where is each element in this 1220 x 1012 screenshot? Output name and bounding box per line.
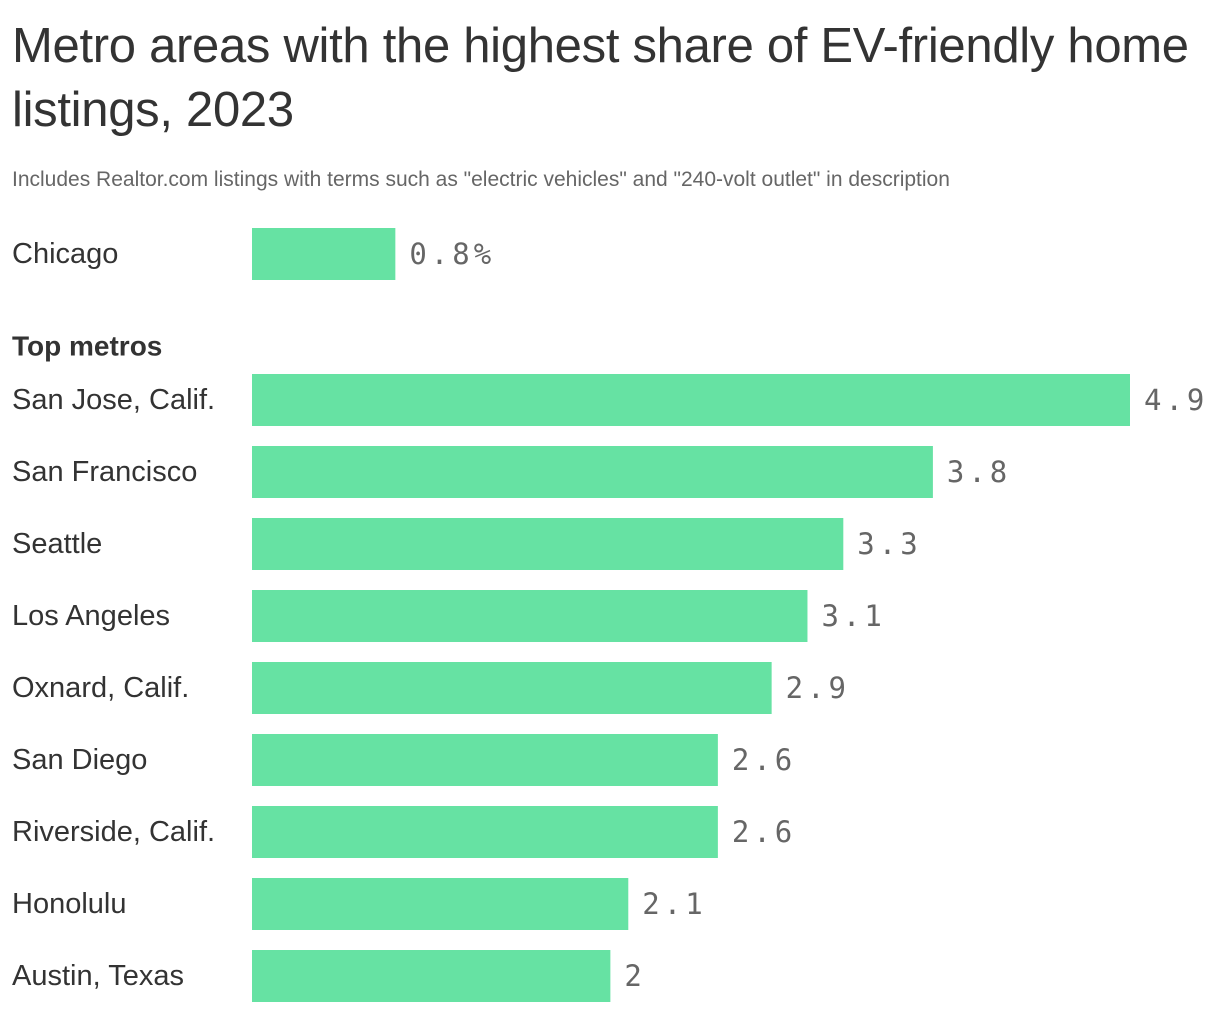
bar-0-label: San Jose, Calif. [12, 384, 215, 416]
chart-title: Metro areas with the highest share of EV… [12, 19, 1189, 137]
bar-3-label: Los Angeles [12, 600, 170, 632]
bar-reference-value: 0.8% [409, 237, 495, 271]
bar-7-label: Honolulu [12, 888, 126, 920]
bar-3-value: 3.1 [821, 599, 885, 633]
bar-4-label: Oxnard, Calif. [12, 672, 189, 704]
bar-4-bar [252, 662, 772, 714]
bar-reference-label: Chicago [12, 238, 118, 270]
bar-1-value: 3.8 [947, 455, 1011, 489]
bar-3-bar [252, 590, 808, 642]
bar-7-bar [252, 878, 629, 930]
bar-5-bar [252, 734, 718, 786]
bar-6-label: Riverside, Calif. [12, 816, 215, 848]
bar-8-bar [252, 950, 611, 1002]
bar-8-value: 2 [624, 959, 645, 993]
bar-reference-bar [252, 228, 396, 280]
bar-5-value: 2.6 [732, 743, 796, 777]
bar-2-bar [252, 518, 844, 570]
bar-8-label: Austin, Texas [12, 960, 184, 992]
group-label: Top metros [12, 331, 162, 362]
bar-1-bar [252, 446, 933, 498]
bar-2-label: Seattle [12, 528, 102, 560]
chart-subtitle: Includes Realtor.com listings with terms… [12, 168, 950, 191]
bar-7-value: 2.1 [642, 887, 706, 921]
bar-0-bar [252, 374, 1130, 426]
bar-4-value: 2.9 [786, 671, 850, 705]
bar-1-label: San Francisco [12, 456, 197, 488]
bar-5-label: San Diego [12, 744, 147, 776]
bar-2-value: 3.3 [857, 527, 921, 561]
bar-6-value: 2.6 [732, 815, 796, 849]
bar-6-bar [252, 806, 718, 858]
bar-0-value: 4.9 [1144, 383, 1208, 417]
